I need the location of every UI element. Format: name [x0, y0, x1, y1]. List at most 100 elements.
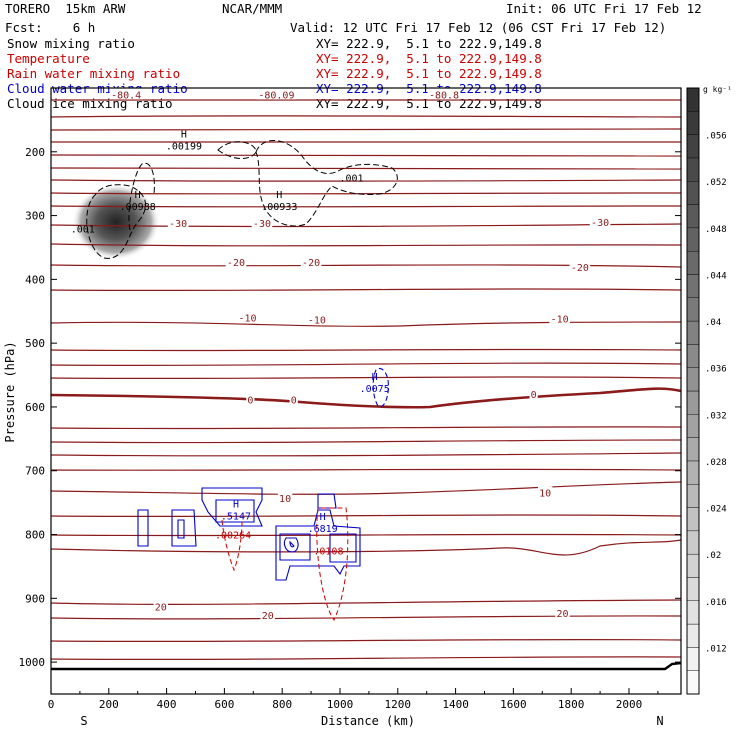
y-tick-label: 300: [25, 210, 45, 223]
colorbar-band: [686, 484, 700, 508]
maximum-value: .00933: [261, 202, 297, 213]
maximum-value: .001: [71, 224, 95, 235]
colorbar-tick-label: .012: [705, 644, 727, 654]
colorbar-tick-label: .028: [705, 458, 727, 468]
colorbar-band: [686, 577, 700, 601]
temperature-label-bg: [153, 600, 169, 612]
temperature-label-bg: [555, 606, 570, 618]
y-tick-label: 600: [25, 401, 45, 414]
legend-xy-snow: XY= 222.9, 5.1 to 222.9,149.8: [316, 36, 542, 51]
temperature-label-bg: [427, 88, 461, 100]
forecast-hour: Fcst: 6 h: [5, 20, 96, 35]
cloud-ice-contours: [86, 140, 398, 259]
temperature-label: 0: [291, 395, 297, 406]
temperature-label-bg: [289, 393, 298, 405]
freezing-level-contour: [51, 387, 681, 409]
temperature-label-bg: [277, 492, 293, 504]
temperature-label-bg: [246, 393, 255, 405]
colorbar-band: [686, 647, 700, 671]
temperature-label-bg: [537, 486, 553, 498]
temperature-label: -30: [253, 219, 271, 230]
temperature-contours: [51, 99, 681, 661]
x-axis-title: Distance (km): [321, 714, 415, 728]
maximum-value: .00988: [120, 202, 156, 213]
temperature-label: 10: [279, 494, 291, 505]
maximum-value: .5147: [221, 511, 251, 522]
maximum-value: .6819: [308, 524, 338, 535]
model-name: TORERO 15km ARW: [5, 1, 126, 16]
maximum-value: .0075: [360, 384, 390, 395]
maximum-marker: H: [276, 190, 282, 201]
x-tick-label: 1000: [327, 698, 354, 711]
colorbar-band: [686, 181, 700, 205]
colorbar-band: [686, 623, 700, 648]
colorbar-band: [686, 437, 700, 462]
colorbar-tick-label: .024: [705, 505, 727, 515]
y-tick-label: 1000: [19, 656, 46, 669]
legend-name-rain: Rain water mixing ratio: [7, 66, 181, 81]
ground-surface: [51, 661, 681, 671]
maximum-value: .00199: [166, 141, 202, 152]
x-tick-label: 400: [157, 698, 177, 711]
colorbar: .012 .016 .02 .024 .028 .032 .036 .04 .044 .048 .0…: [686, 87, 727, 695]
colorbar-band: [686, 134, 700, 159]
x-tick-label: 2000: [616, 698, 643, 711]
colorbar-band: [686, 227, 700, 252]
temperature-label-bg: [256, 88, 297, 100]
colorbar-band: [686, 367, 700, 392]
temperature-label: -20: [302, 258, 320, 269]
valid-time: Valid: 12 UTC Fri 17 Feb 12 (06 CST Fri …: [290, 20, 667, 35]
colorbar-band: [686, 507, 700, 532]
y-tick-label: 800: [25, 529, 45, 542]
y-tick-label: 700: [25, 465, 45, 478]
colorbar-tick-label: .036: [705, 365, 727, 375]
colorbar-band: [686, 553, 700, 578]
colorbar-band: [686, 204, 700, 229]
temperature-label-bg: [225, 256, 247, 268]
plot-frame: [50, 87, 682, 695]
colorbar-band: [686, 274, 700, 298]
colorbar-tick-label: .032: [705, 411, 727, 421]
colorbar-tick-label: .04: [705, 318, 721, 328]
temperature-label: -10: [551, 314, 569, 325]
temperature-label: 0: [531, 390, 537, 401]
temperature-label-bg: [569, 261, 591, 273]
legend-name-temperature: Temperature: [7, 51, 90, 66]
temperature-label: -80.4: [111, 90, 141, 101]
legend-xy-rain: XY= 222.9, 5.1 to 222.9,149.8: [316, 66, 542, 81]
colorbar-frame: [686, 87, 700, 695]
x-tick-label: 0: [48, 698, 55, 711]
temperature-label: 10: [539, 488, 551, 499]
x-tick-label: 200: [99, 698, 119, 711]
temperature-label: -20: [571, 263, 589, 274]
legend-name-snow: Snow mixing ratio: [7, 36, 135, 51]
temperature-label-bg: [589, 215, 611, 227]
temperature-label: -20: [227, 258, 245, 269]
y-axis-title: Pressure (hPa): [3, 341, 17, 442]
temperature-label: 20: [262, 611, 274, 622]
colorbar-band: [686, 390, 700, 415]
rain-water-contours: [221, 507, 349, 621]
colorbar-unit: g kg⁻¹: [703, 85, 732, 94]
temperature-label-bg: [300, 256, 322, 268]
temperature-label: -30: [169, 219, 187, 230]
x-axis-south-label: S: [80, 714, 87, 728]
plot-area: -80.4 -80.09 -80.8 -30 -30 -30 -20 -20 -20 -10 -10…: [51, 88, 681, 671]
colorbar-band: [686, 297, 700, 322]
temperature-label: -80.09: [258, 90, 294, 101]
colorbar-tick-label: .016: [705, 598, 727, 608]
temperature-label-bg: [306, 313, 328, 325]
colorbar-tick-label: .02: [705, 551, 721, 561]
maximum-labels: H.00199H.00988H.00933.001.001H.0075H.514…: [71, 129, 390, 557]
maximum-value: .0108: [313, 546, 343, 557]
colorbar-band: [686, 344, 700, 368]
temperature-label-bg: [549, 312, 570, 324]
temperature-label: -80.8: [429, 90, 459, 101]
x-axis: 0 200 400 600 800 1000 1200 1400 1600 1800 2000: [48, 688, 659, 711]
x-axis-north-label: N: [656, 714, 663, 728]
snow-mixing-ratio-shading: [72, 184, 160, 260]
legend-xy-temperature: XY= 222.9, 5.1 to 222.9,149.8: [316, 51, 542, 66]
y-tick-label: 500: [25, 337, 45, 350]
